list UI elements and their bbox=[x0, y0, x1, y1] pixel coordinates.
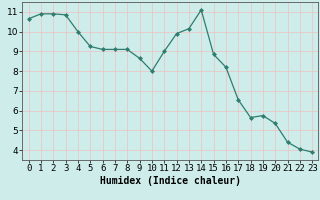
X-axis label: Humidex (Indice chaleur): Humidex (Indice chaleur) bbox=[100, 176, 241, 186]
